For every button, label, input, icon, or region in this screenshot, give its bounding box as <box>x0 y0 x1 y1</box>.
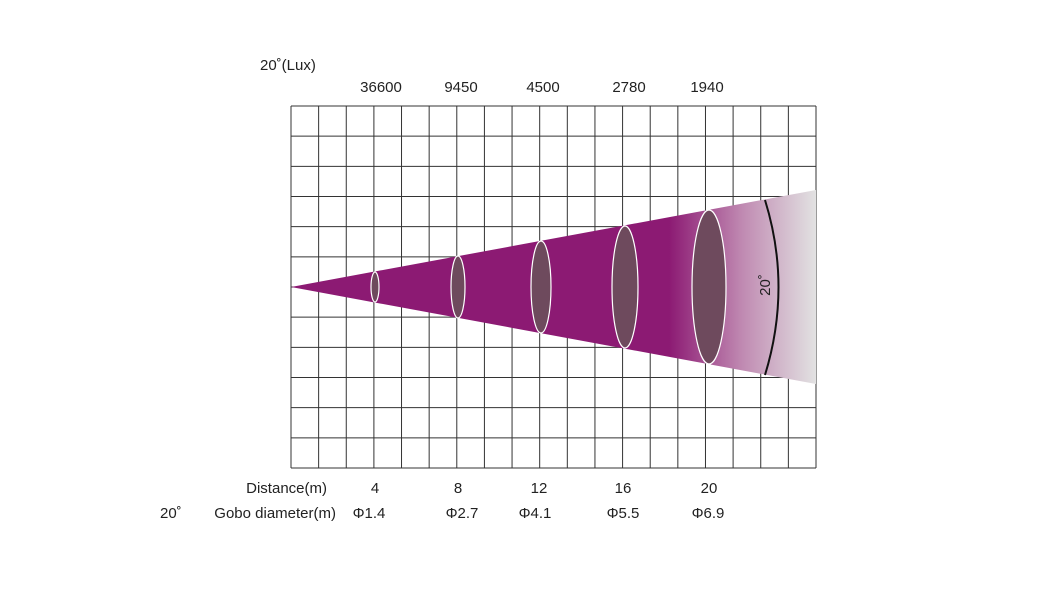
beam-cone <box>291 190 816 384</box>
gobo-value: Φ4.1 <box>519 505 552 522</box>
gobo-value: Φ5.5 <box>607 505 640 522</box>
lux-value: 1940 <box>690 79 723 96</box>
distance-value: 4 <box>371 480 379 497</box>
distance-value: 8 <box>454 480 462 497</box>
angle-arc <box>764 199 780 376</box>
beam-angle: 20˚ <box>757 274 774 296</box>
distance-value: 20 <box>701 480 718 497</box>
lux-value: 36600 <box>360 79 402 96</box>
lux-value: 2780 <box>612 79 645 96</box>
distance-value: 12 <box>531 480 548 497</box>
title: 20˚(Lux) <box>260 57 316 74</box>
beam-section <box>450 255 466 319</box>
gobo-angle: 20˚ <box>160 505 182 522</box>
distance-label: Distance(m) <box>246 480 327 497</box>
gobo-value: Φ1.4 <box>353 505 386 522</box>
distance-value: 16 <box>615 480 632 497</box>
beam-section <box>691 209 727 365</box>
beam-section <box>611 225 639 349</box>
gobo-label: Gobo diameter(m) <box>214 505 336 522</box>
lux-value: 9450 <box>444 79 477 96</box>
lux-value: 4500 <box>526 79 559 96</box>
beam-section <box>370 271 380 303</box>
beam-section <box>530 240 552 334</box>
gobo-value: Φ2.7 <box>446 505 479 522</box>
gobo-value: Φ6.9 <box>692 505 725 522</box>
